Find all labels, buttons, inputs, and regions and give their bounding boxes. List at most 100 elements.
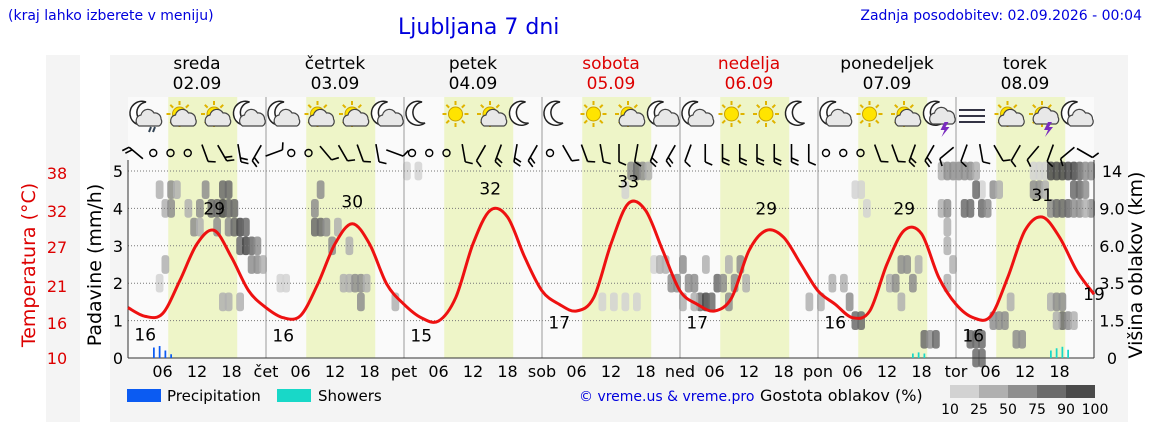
- sun-ray: [1047, 104, 1052, 109]
- temperature-label: 16: [824, 313, 846, 333]
- moon-crescent: [543, 100, 564, 127]
- cloud-cell: [1081, 180, 1090, 200]
- sun-cloud-icon: [891, 101, 922, 127]
- calm-wind-mark: [166, 148, 175, 158]
- hour-tick-label: 12: [739, 362, 759, 381]
- sun-ray: [307, 104, 312, 109]
- wind-shaft: [461, 143, 467, 163]
- wind-feather: [791, 161, 799, 166]
- wind-barb: [807, 144, 817, 166]
- cloud-density-level-label: 50: [999, 402, 1017, 418]
- wind-barb: [1076, 147, 1100, 159]
- sun-ray: [875, 119, 880, 124]
- wind-feather: [791, 157, 799, 162]
- sun-ray: [721, 104, 726, 109]
- cloud-density-swatch: [1066, 385, 1095, 398]
- cloud-density-level-label: 100: [1082, 402, 1109, 418]
- calm-wind-mark: [839, 148, 848, 158]
- wind-barb: [738, 144, 748, 166]
- cloud-cell: [983, 199, 992, 218]
- wind-barb: [265, 142, 284, 157]
- wind-shaft: [527, 144, 538, 162]
- temperature-label: 33: [617, 173, 639, 193]
- day-short-label: čet: [254, 362, 279, 381]
- wind-feather: [226, 159, 235, 162]
- cloud-cell: [702, 255, 710, 274]
- wind-shaft: [237, 143, 242, 163]
- wind-feather: [281, 142, 284, 150]
- wind-feather: [1002, 159, 1011, 162]
- sun-ray: [771, 119, 776, 124]
- cloud-cell: [196, 217, 204, 237]
- wind-barb: [618, 144, 627, 166]
- cloud-cell: [949, 255, 957, 274]
- sun-ray: [583, 104, 588, 109]
- temperature-tick-label: 38: [47, 164, 67, 183]
- cloud-cell: [995, 180, 1003, 200]
- moon-cloud-rain-icon: [129, 100, 163, 133]
- sun-cloud-icon: [304, 101, 335, 127]
- wind-barb: [494, 144, 503, 168]
- wind-feather: [587, 160, 596, 163]
- wind-feather: [240, 157, 248, 161]
- cloud-height-tick-label: 3.5: [1099, 274, 1124, 293]
- day-name: ponedeljek: [840, 54, 934, 74]
- wind-barb: [756, 144, 765, 166]
- wind-feather: [224, 155, 233, 159]
- hour-tick-label: 12: [877, 362, 897, 381]
- wind-shaft: [580, 144, 589, 162]
- cloud-density-level-label: 25: [970, 402, 988, 418]
- wind-shaft: [128, 146, 144, 160]
- cloud-cell: [362, 273, 371, 293]
- wind-barb: [939, 146, 955, 167]
- cloud-shape: [687, 108, 715, 127]
- cloud-cell: [610, 292, 618, 312]
- wind-feather: [603, 161, 611, 165]
- sun-icon: [718, 101, 745, 127]
- wind-shaft: [375, 143, 380, 163]
- cloud-density-legend-title: Gostota oblakov (%): [760, 386, 923, 405]
- moon-cloud-icon: [267, 100, 301, 127]
- moon-crescent: [784, 100, 805, 127]
- sun-ray: [1032, 104, 1037, 109]
- wind-feather: [1059, 158, 1064, 167]
- wind-barb: [461, 143, 473, 165]
- wind-feather: [529, 156, 536, 164]
- sun-ray: [894, 104, 899, 109]
- sun-cloud-icon: [615, 101, 646, 127]
- cloud-cell: [161, 255, 170, 274]
- day-name: nedelja: [718, 54, 780, 74]
- calm-wind-mark: [856, 148, 865, 158]
- wind-feather: [665, 160, 672, 168]
- wind-feather: [960, 160, 968, 168]
- cloud-shape: [204, 108, 232, 127]
- cloud-cell: [334, 217, 342, 237]
- sun-icon: [442, 101, 469, 127]
- cloud-shape: [1032, 106, 1060, 125]
- calm-wind-mark: [425, 148, 434, 158]
- cloud-cell: [403, 161, 411, 181]
- moon-cloud-icon: [681, 100, 715, 127]
- moon-crescent: [922, 100, 943, 127]
- sun-ray: [859, 119, 864, 124]
- cloud-cell: [1006, 292, 1015, 312]
- precipitation-bar: [164, 350, 167, 358]
- wind-barb: [633, 143, 642, 167]
- hour-tick-label: 12: [601, 362, 621, 381]
- sun-storm-icon: [1029, 101, 1060, 137]
- precipitation-bar: [170, 354, 172, 358]
- temperature-label: 31: [1031, 186, 1053, 206]
- cloud-shape: [1067, 108, 1094, 127]
- showers-bar: [1055, 348, 1058, 358]
- moon-cloud-icon: [1060, 100, 1094, 127]
- wind-barb: [356, 144, 371, 163]
- wind-shaft: [978, 143, 984, 163]
- cloud-shape: [377, 108, 404, 127]
- moon-icon: [543, 100, 564, 127]
- cloud-height-tick-label: 6.0: [1099, 237, 1124, 256]
- cloud-cell: [1041, 180, 1049, 200]
- sun-disc: [758, 106, 774, 122]
- cloud-cell: [972, 161, 980, 181]
- day-short-label: pet: [391, 362, 417, 381]
